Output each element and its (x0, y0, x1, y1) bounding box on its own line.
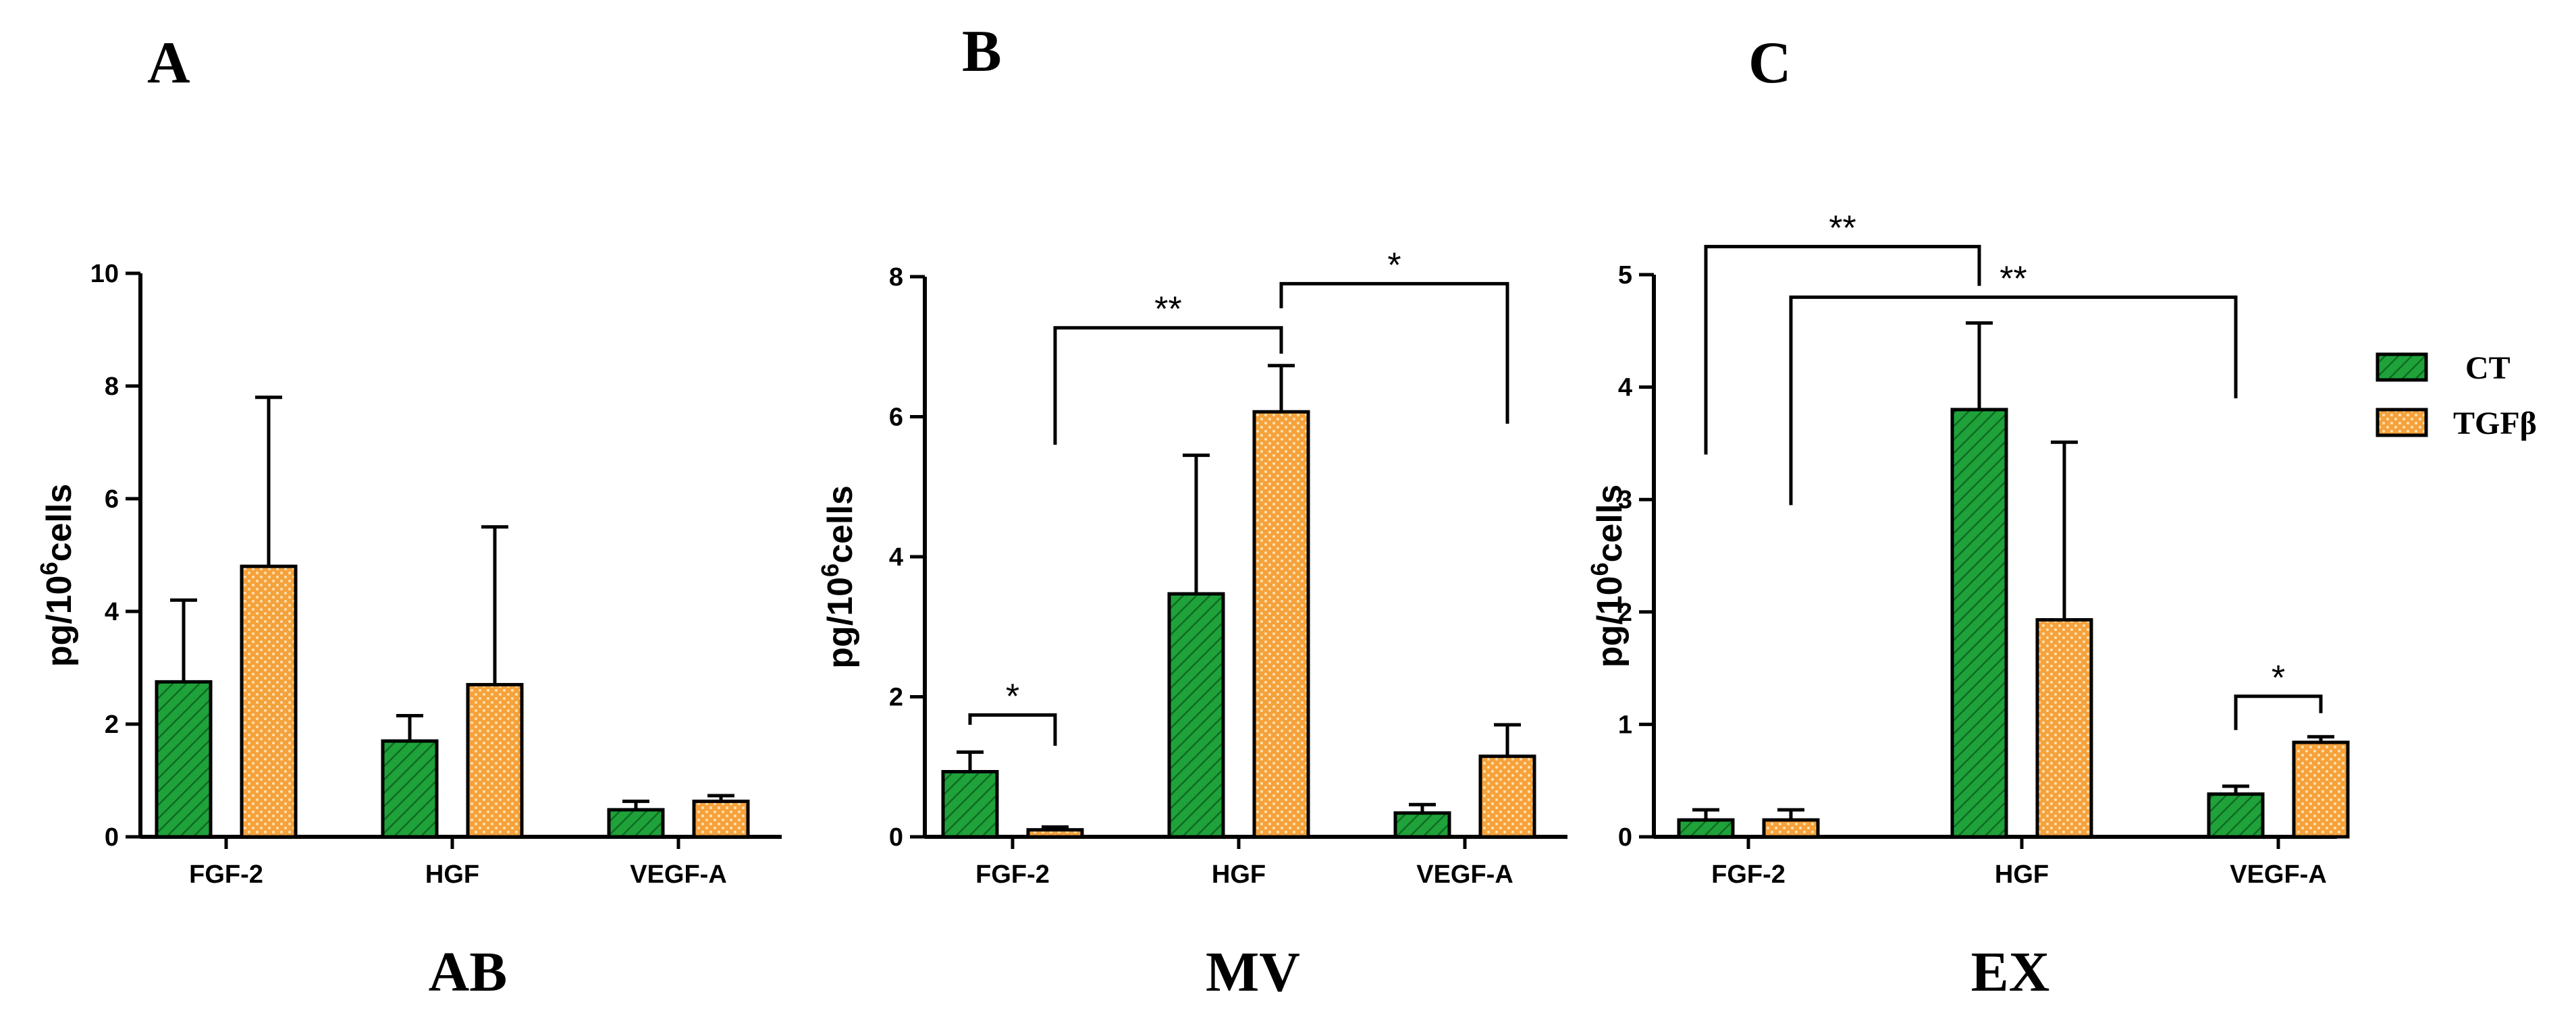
significance-label: * (1006, 677, 1019, 716)
category-label: FGF-2 (1711, 860, 1786, 889)
bottom-label-ex: EX (1971, 941, 2050, 1004)
y-tick-label: 8 (105, 373, 119, 401)
y-tick-label: 2 (889, 684, 903, 712)
significance-label: ** (1154, 290, 1181, 329)
y-axis-label: pg/106cells (816, 485, 860, 669)
category-label: FGF-2 (189, 860, 263, 889)
bar-ct-hgf (1950, 408, 2008, 839)
y-axis-label: pg/106cells (1586, 485, 1630, 668)
category-label: HGF (425, 860, 479, 889)
y-tick-label: 10 (90, 260, 119, 288)
bar-ct-fgf-2 (941, 770, 999, 839)
y-tick-label: 0 (889, 823, 903, 852)
legend-label-tgfb: TGFβ (2453, 406, 2537, 441)
category-label: VEGF-A (2230, 860, 2327, 889)
category-label: VEGF-A (630, 860, 727, 889)
bar-tgfb-fgf-2 (1762, 818, 1820, 839)
significance-bracket (1279, 281, 1509, 424)
significance-bracket (2234, 694, 2323, 730)
legend: CT TGFβ (2376, 350, 2537, 441)
bar-tgfb-hgf (2035, 617, 2093, 839)
y-tick-label: 1 (1618, 711, 1632, 739)
bar-tgfb-vegf-a (1478, 754, 1536, 839)
y-tick-label: 6 (889, 404, 903, 432)
significance-label: * (1387, 246, 1401, 285)
panel-letter-c: C (1748, 30, 1792, 96)
significance-label: ** (2000, 259, 2027, 298)
bar-tgfb-hgf (1252, 410, 1310, 839)
bottom-label-mv: MV (1206, 941, 1300, 1004)
bar-ct-vegf-a (2207, 792, 2265, 839)
bar-ct-hgf (1167, 592, 1225, 839)
legend-swatch-tgfb (2376, 408, 2428, 437)
y-tick-label: 6 (105, 485, 119, 514)
bar-ct-fgf-2 (1677, 818, 1735, 839)
y-tick-label: 2 (1618, 599, 1632, 627)
bar-ct-fgf-2 (155, 680, 213, 839)
significance-bracket (968, 713, 1057, 746)
category-label: VEGF-A (1416, 860, 1513, 889)
bar-tgfb-hgf (466, 683, 524, 839)
bar-tgfb-fgf-2 (240, 564, 298, 839)
bar-tgfb-vegf-a (692, 799, 750, 839)
y-tick-label: 0 (105, 823, 119, 852)
significance-label: * (2272, 659, 2285, 698)
bar-ct-hgf (381, 739, 439, 839)
y-tick-label: 8 (889, 263, 903, 292)
significance-bracket (1704, 244, 1981, 455)
significance-bracket (1789, 295, 2238, 505)
category-label: FGF-2 (975, 860, 1050, 889)
chart-panel-a: 0 2 4 6 8 10 pg/106cells FGF-2 HGF VEGF-A (35, 260, 782, 889)
category-label: HGF (1212, 860, 1266, 889)
legend-swatch-ct (2376, 352, 2428, 382)
y-axis-label: pg/106cells (35, 484, 79, 667)
significance-label: ** (1829, 209, 1856, 248)
bar-ct-vegf-a (1393, 811, 1451, 839)
bottom-label-ab: AB (429, 941, 508, 1004)
y-tick-label: 2 (105, 711, 119, 739)
panel-letter-a: A (147, 30, 190, 96)
panel-letter-b: B (962, 19, 1002, 84)
y-tick-label: 4 (1618, 374, 1632, 402)
bar-tgfb-fgf-2 (1026, 828, 1084, 839)
significance-bracket (1053, 326, 1283, 445)
y-tick-label: 4 (105, 598, 119, 626)
y-tick-label: 4 (889, 543, 903, 572)
y-tick-label: 5 (1618, 261, 1632, 290)
bar-ct-vegf-a (607, 808, 665, 839)
y-tick-label: 0 (1618, 823, 1632, 852)
category-label: HGF (1995, 860, 2049, 889)
y-tick-label: 3 (1618, 486, 1632, 514)
legend-label-ct: CT (2465, 350, 2511, 386)
bar-tgfb-vegf-a (2292, 740, 2350, 839)
